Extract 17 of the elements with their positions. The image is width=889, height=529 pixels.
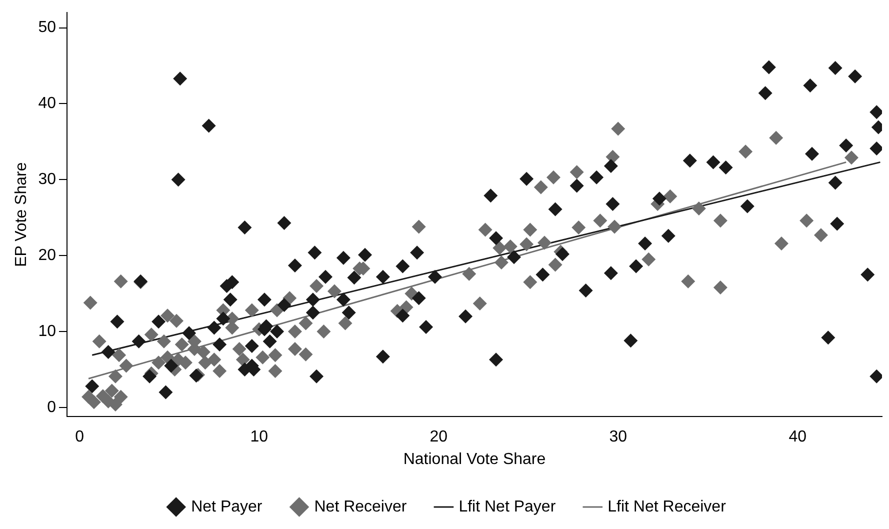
legend-label: Net Payer xyxy=(191,498,263,516)
y-axis-title: EP Vote Share xyxy=(13,162,30,267)
x-tick-label: 10 xyxy=(250,428,268,446)
x-tick-label: 40 xyxy=(788,428,807,446)
legend-label: Lfit Net Payer xyxy=(458,498,556,516)
y-tick-label: 30 xyxy=(38,171,56,188)
legend-label: Net Receiver xyxy=(314,498,408,516)
y-tick-label: 10 xyxy=(38,322,56,340)
x-axis-title: National Vote Share xyxy=(403,450,546,468)
x-tick-label: 30 xyxy=(609,428,628,446)
legend-label: Lfit Net Receiver xyxy=(608,498,727,516)
y-tick-label: 20 xyxy=(38,247,56,264)
x-tick-label: 20 xyxy=(430,428,448,446)
y-tick-label: 0 xyxy=(47,398,56,416)
y-tick-label: 50 xyxy=(38,19,56,36)
x-tick-label: 0 xyxy=(75,428,84,446)
y-tick-label: 40 xyxy=(38,95,56,112)
